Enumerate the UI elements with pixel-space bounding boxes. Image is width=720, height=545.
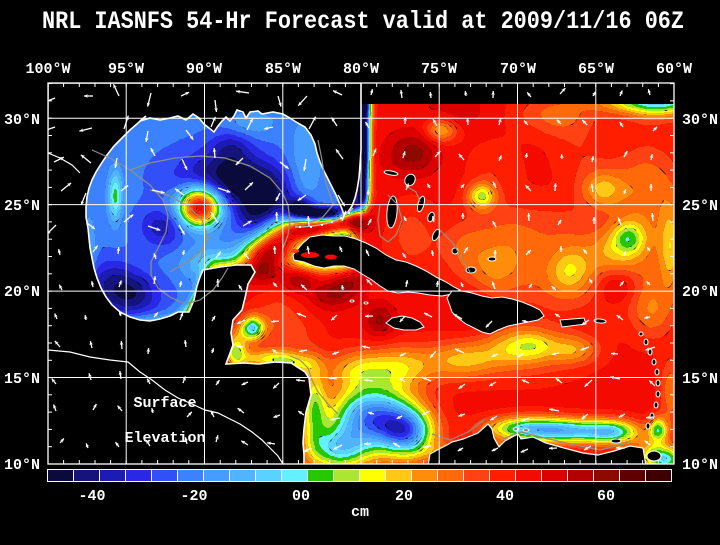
svg-text:95°W: 95°W	[108, 61, 144, 78]
svg-text:20°N: 20°N	[682, 284, 718, 301]
svg-text:60: 60	[597, 488, 615, 505]
svg-text:75°W: 75°W	[421, 61, 457, 78]
svg-text:10°N: 10°N	[682, 457, 718, 474]
svg-text:cm: cm	[351, 504, 369, 521]
svg-text:15°N: 15°N	[682, 371, 718, 388]
svg-text:80°W: 80°W	[343, 61, 379, 78]
svg-text:25°N: 25°N	[682, 198, 718, 215]
svg-text:60°W: 60°W	[656, 61, 692, 78]
svg-text:30°N: 30°N	[682, 112, 718, 129]
svg-text:-40: -40	[78, 488, 105, 505]
svg-text:Elevation: Elevation	[124, 430, 205, 447]
svg-text:85°W: 85°W	[265, 61, 301, 78]
svg-text:65°W: 65°W	[578, 61, 614, 78]
svg-text:10°N: 10°N	[4, 457, 40, 474]
svg-text:15°N: 15°N	[4, 371, 40, 388]
svg-text:NRL IASNFS 54-Hr Forecast val: NRL IASNFS 54-Hr Forecast valid at 2009/…	[42, 7, 684, 36]
svg-text:40: 40	[496, 488, 514, 505]
svg-text:100°W: 100°W	[25, 61, 70, 78]
svg-text:90°W: 90°W	[186, 61, 222, 78]
svg-text:30°N: 30°N	[4, 112, 40, 129]
svg-text:00: 00	[292, 488, 310, 505]
svg-text:25°N: 25°N	[4, 198, 40, 215]
svg-text:20°N: 20°N	[4, 284, 40, 301]
svg-text:Surface: Surface	[133, 395, 196, 412]
svg-text:70°W: 70°W	[500, 61, 536, 78]
svg-text:20: 20	[395, 488, 413, 505]
svg-text:-20: -20	[180, 488, 207, 505]
